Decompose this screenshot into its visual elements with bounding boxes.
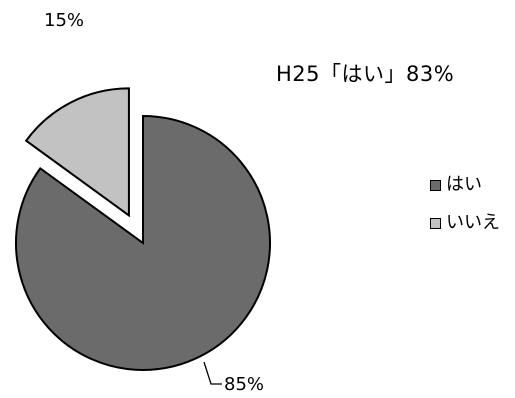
- data-label-leader-hai: [203, 361, 222, 385]
- legend-item-iie: いいえ: [430, 211, 500, 235]
- slice-hai: [15, 114, 271, 371]
- legend-swatch-iie: [430, 217, 441, 229]
- legend: はい いいえ: [430, 173, 500, 249]
- data-label-iie: 15%: [44, 10, 84, 31]
- legend-label-hai: はい: [446, 174, 482, 195]
- legend-swatch-hai: [430, 179, 441, 191]
- slice-iie: [24, 87, 130, 218]
- data-label-hai: 85%: [224, 374, 264, 394]
- legend-item-hai: はい: [430, 173, 500, 197]
- chart-title: H25「はい」83%: [276, 62, 455, 86]
- legend-label-iie: いいえ: [446, 212, 500, 233]
